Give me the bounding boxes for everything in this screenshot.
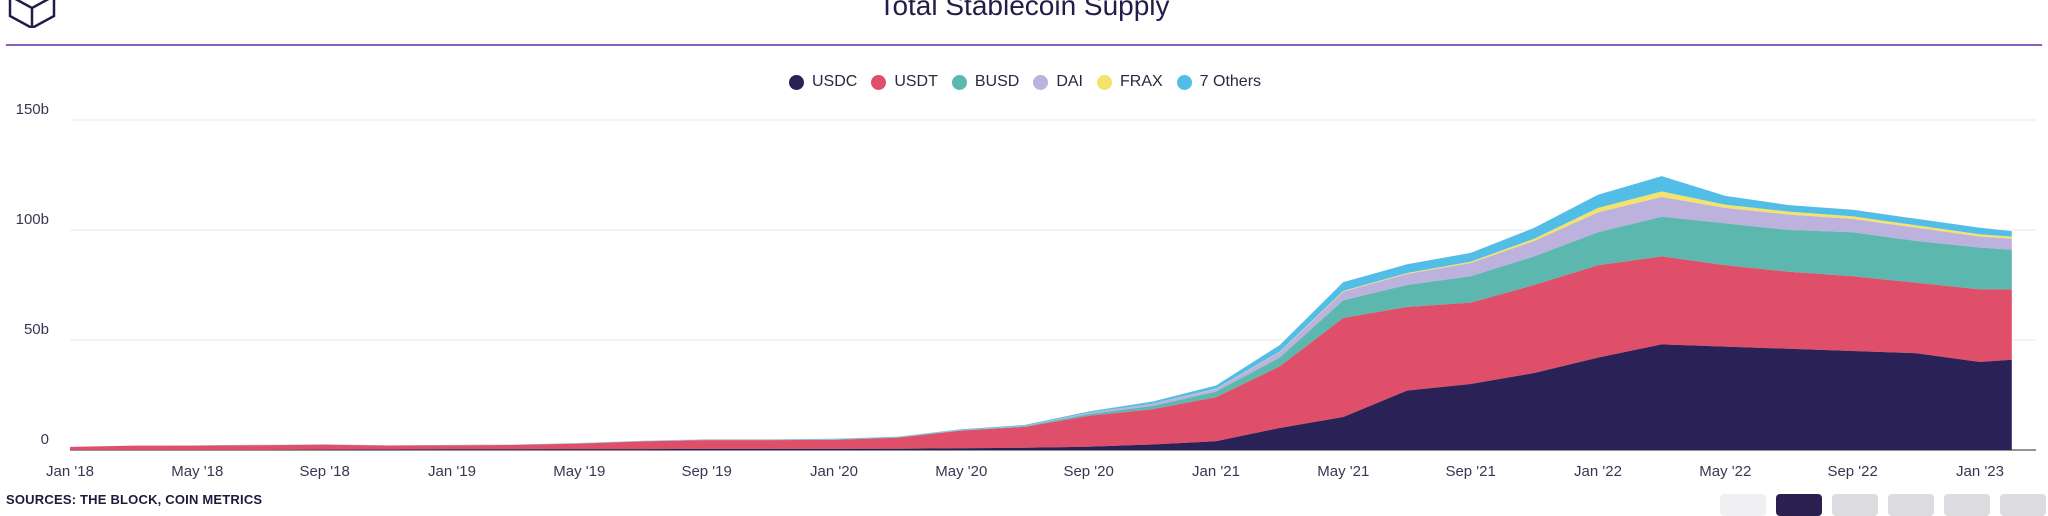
legend-label: DAI bbox=[1056, 73, 1083, 90]
legend-swatch bbox=[1097, 74, 1112, 90]
legend-swatch bbox=[871, 74, 887, 90]
range-button-selected[interactable] bbox=[1776, 494, 1822, 516]
x-tick-label: Jan '18 bbox=[46, 463, 94, 480]
legend-item-dai[interactable]: DAI bbox=[1033, 73, 1083, 91]
title-divider bbox=[6, 44, 2042, 46]
chart-title: Total Stablecoin Supply bbox=[878, 0, 1170, 21]
legend-label: 7 Others bbox=[1199, 73, 1262, 90]
x-tick-label: Jan '21 bbox=[1192, 463, 1240, 480]
legend-item-frax[interactable]: FRAX bbox=[1097, 73, 1163, 91]
sources-note: SOURCES: THE BLOCK, COIN METRICS bbox=[6, 492, 263, 507]
legend-swatch bbox=[951, 74, 967, 90]
x-tick-label: May '20 bbox=[935, 463, 987, 480]
y-tick-label: 50b bbox=[24, 321, 49, 338]
legend-label: FRAX bbox=[1120, 73, 1163, 90]
legend-label: USDC bbox=[811, 73, 858, 90]
x-tick-label: Sep '18 bbox=[299, 463, 349, 480]
legend-swatch bbox=[1033, 74, 1049, 90]
area-series-busd[interactable] bbox=[70, 216, 2012, 447]
x-tick-label: Sep '21 bbox=[1445, 463, 1495, 480]
x-tick-label: May '19 bbox=[553, 463, 605, 480]
area-series-dai[interactable] bbox=[70, 197, 2012, 447]
x-tick-label: Jan '19 bbox=[428, 463, 476, 480]
area-series-usdc[interactable] bbox=[70, 344, 2012, 450]
legend-label: BUSD bbox=[974, 73, 1020, 90]
y-tick-label: 150b bbox=[16, 101, 49, 118]
x-tick-label: Jan '22 bbox=[1574, 463, 1622, 480]
legend-label: USDT bbox=[894, 73, 938, 90]
x-tick-label: Jan '20 bbox=[810, 463, 858, 480]
legend-item-usdc[interactable]: USDC bbox=[788, 73, 858, 91]
x-tick-label: May '22 bbox=[1699, 463, 1751, 480]
the-block-logo-icon bbox=[8, 0, 56, 28]
x-tick-label: Sep '20 bbox=[1063, 463, 1113, 480]
range-button-all[interactable] bbox=[1720, 494, 1766, 516]
x-tick-label: May '21 bbox=[1317, 463, 1369, 480]
legend-swatch bbox=[1176, 74, 1192, 90]
legend-item-7-others[interactable]: 7 Others bbox=[1176, 73, 1262, 91]
range-button[interactable] bbox=[2000, 494, 2046, 516]
y-tick-label: 0 bbox=[41, 431, 49, 448]
x-tick-label: May '18 bbox=[171, 463, 223, 480]
x-tick-label: Sep '19 bbox=[681, 463, 731, 480]
legend-swatch bbox=[788, 74, 804, 90]
x-tick-label: Jan '23 bbox=[1956, 463, 2004, 480]
y-tick-label: 100b bbox=[16, 211, 49, 228]
stacked-area-chart: 0 50b 100b 150b Jan '18 May '18 Sep '18 Jan '19… bbox=[16, 101, 2036, 480]
x-tick-label: Sep '22 bbox=[1827, 463, 1877, 480]
range-button[interactable] bbox=[1832, 494, 1878, 516]
legend-item-busd[interactable]: BUSD bbox=[951, 73, 1020, 91]
range-button[interactable] bbox=[1888, 494, 1934, 516]
chart-legend: USDC USDT BUSD DAI FRAX 7 Others bbox=[0, 73, 2048, 91]
range-button[interactable] bbox=[1944, 494, 1990, 516]
legend-item-usdt[interactable]: USDT bbox=[871, 73, 938, 91]
range-selector bbox=[1720, 494, 2046, 516]
area-series-usdt[interactable] bbox=[70, 256, 2012, 450]
